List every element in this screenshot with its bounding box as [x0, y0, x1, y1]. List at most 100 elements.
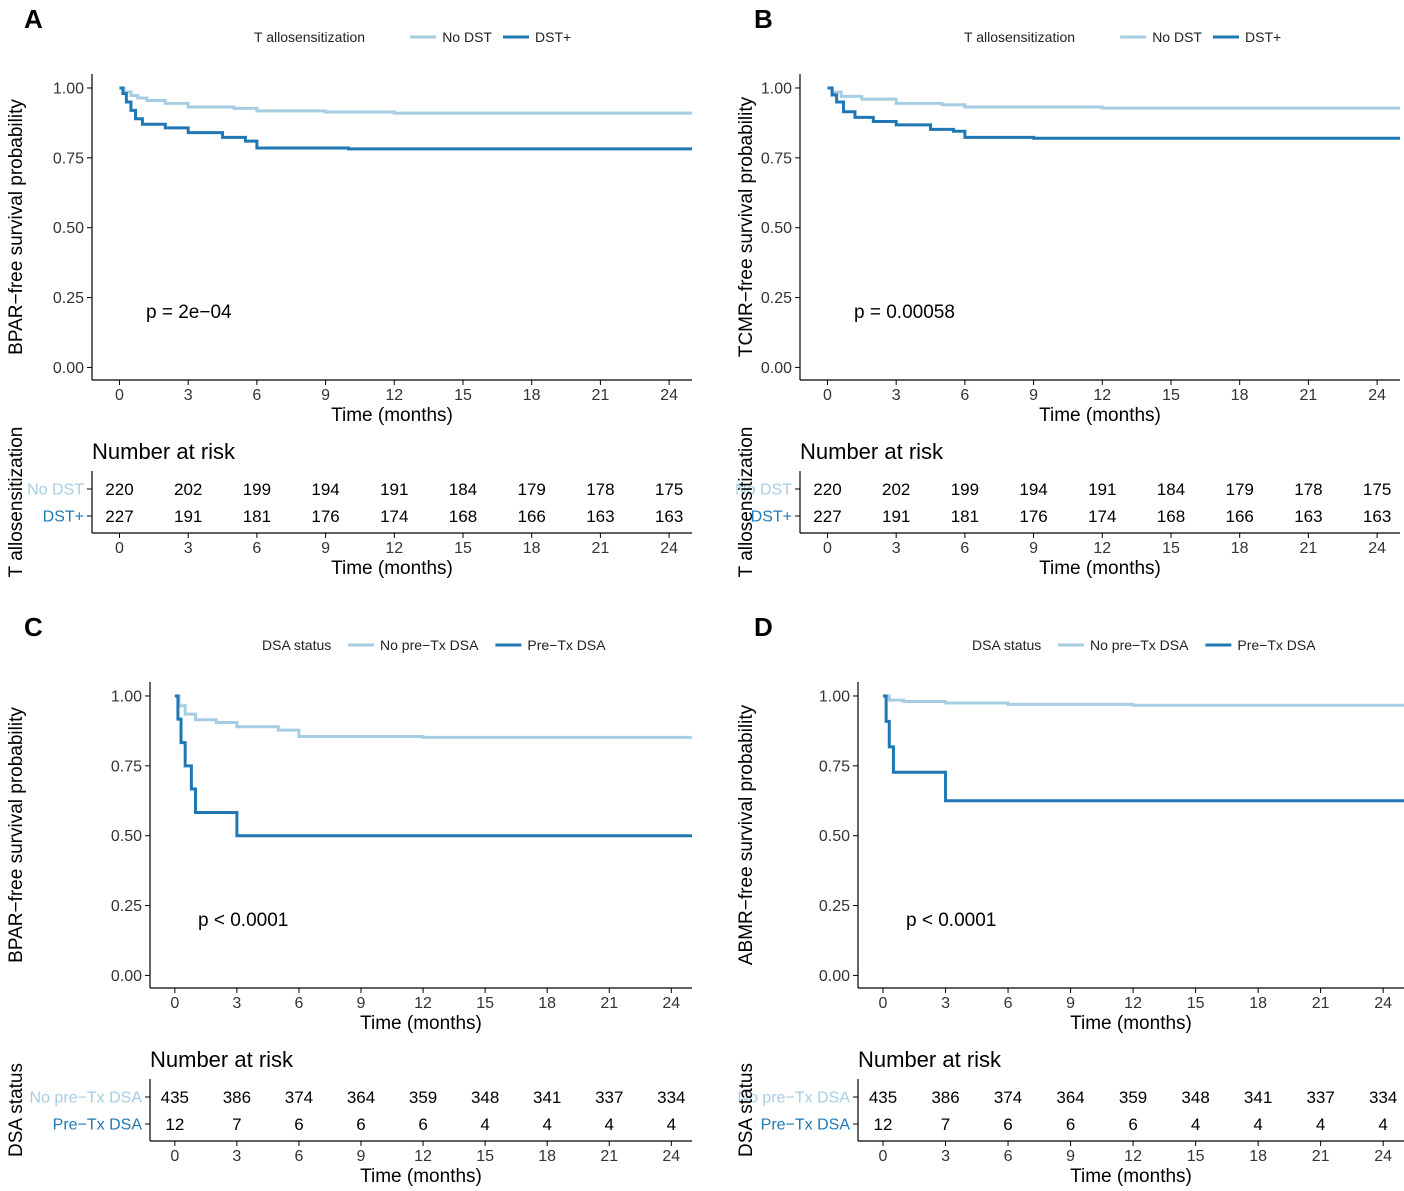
- x-axis-title: Time (months): [1039, 405, 1161, 426]
- risk-x-axis-title: Time (months): [1039, 558, 1161, 579]
- x-tick-label: 21: [591, 387, 609, 404]
- risk-row-label: Pre−Tx DSA: [53, 1117, 143, 1134]
- risk-count: 163: [655, 507, 683, 526]
- risk-count: 181: [243, 507, 271, 526]
- risk-x-tick-label: 15: [476, 1148, 494, 1165]
- panel-a: AT allosensitization No DST DST+0.000.250.…: [6, 4, 692, 579]
- risk-count: 359: [1119, 1088, 1147, 1107]
- risk-y-axis-title: T allosensitization: [6, 427, 27, 578]
- legend-title: T allosensitization: [254, 29, 365, 45]
- risk-count: 194: [1019, 480, 1047, 499]
- risk-count: 6: [356, 1115, 365, 1134]
- risk-count: 202: [174, 480, 202, 499]
- survival-curve-light: [174, 694, 692, 739]
- risk-y-axis-title: T allosensitization: [736, 427, 757, 578]
- x-tick-label: 24: [1374, 995, 1392, 1012]
- survival-curve-dark: [827, 86, 1400, 140]
- risk-count: 7: [941, 1115, 950, 1134]
- risk-x-tick-label: 3: [941, 1148, 950, 1165]
- risk-x-tick-label: 9: [1029, 540, 1038, 557]
- risk-count: 435: [869, 1088, 897, 1107]
- p-value: p < 0.0001: [906, 910, 996, 931]
- legend-label: No pre−Tx DSA: [380, 637, 479, 653]
- p-value: p = 0.00058: [854, 302, 955, 323]
- risk-count: 6: [1003, 1115, 1012, 1134]
- x-tick-label: 24: [660, 387, 678, 404]
- risk-count: 337: [595, 1088, 623, 1107]
- y-tick-label: 0.75: [819, 758, 850, 775]
- risk-count: 435: [161, 1088, 189, 1107]
- legend: T allosensitization No DST DST+: [254, 29, 571, 45]
- y-tick-label: 0.50: [53, 220, 84, 237]
- panel-b: BT allosensitization No DST DST+0.000.250.…: [735, 4, 1400, 579]
- risk-row-label: Pre−Tx DSA: [761, 1117, 851, 1134]
- x-tick-label: 0: [170, 995, 179, 1012]
- x-tick-label: 21: [1312, 995, 1330, 1012]
- number-at-risk-title: Number at risk: [92, 439, 236, 464]
- survival-curve-light: [119, 86, 692, 115]
- risk-count: 174: [380, 507, 408, 526]
- y-axis-title: ABMR−free survival probability: [736, 704, 757, 965]
- risk-count: 178: [586, 480, 614, 499]
- risk-count: 176: [1019, 507, 1047, 526]
- risk-x-axis-title: Time (months): [331, 558, 453, 579]
- risk-count: 386: [223, 1088, 251, 1107]
- risk-count: 6: [1128, 1115, 1137, 1134]
- risk-x-tick-label: 3: [892, 540, 901, 557]
- x-tick-label: 18: [1249, 995, 1267, 1012]
- risk-x-tick-label: 0: [879, 1148, 888, 1165]
- risk-y-axis-title: DSA status: [6, 1063, 27, 1157]
- risk-x-axis-title: Time (months): [1070, 1166, 1192, 1186]
- risk-x-tick-label: 21: [600, 1148, 618, 1165]
- risk-count: 12: [165, 1115, 184, 1134]
- risk-row-label: No DST: [735, 482, 792, 499]
- risk-x-tick-label: 18: [523, 540, 541, 557]
- x-tick-label: 6: [252, 387, 261, 404]
- risk-x-tick-label: 21: [591, 540, 609, 557]
- x-tick-label: 12: [1093, 387, 1111, 404]
- risk-count: 6: [294, 1115, 303, 1134]
- risk-x-tick-label: 6: [960, 540, 969, 557]
- number-at-risk-title: Number at risk: [150, 1047, 294, 1072]
- y-tick-label: 0.00: [761, 360, 792, 377]
- legend-label: Pre−Tx DSA: [1237, 637, 1316, 653]
- risk-x-tick-label: 3: [184, 540, 193, 557]
- legend-label: Pre−Tx DSA: [527, 637, 606, 653]
- risk-x-tick-label: 9: [321, 540, 330, 557]
- risk-count: 4: [1378, 1115, 1387, 1134]
- risk-count: 163: [1363, 507, 1391, 526]
- risk-count: 184: [449, 480, 477, 499]
- risk-count: 6: [418, 1115, 427, 1134]
- risk-count: 4: [667, 1115, 676, 1134]
- risk-count: 168: [1157, 507, 1185, 526]
- legend-label: No DST: [1152, 29, 1202, 45]
- risk-x-axis-title: Time (months): [360, 1166, 482, 1186]
- risk-x-tick-label: 15: [1162, 540, 1180, 557]
- x-tick-label: 3: [232, 995, 241, 1012]
- risk-count: 341: [1244, 1088, 1272, 1107]
- risk-count: 191: [380, 480, 408, 499]
- risk-count: 364: [347, 1088, 375, 1107]
- risk-count: 175: [1363, 480, 1391, 499]
- risk-count: 163: [1294, 507, 1322, 526]
- panel-letter: B: [754, 4, 773, 34]
- x-tick-label: 15: [476, 995, 494, 1012]
- risk-count: 199: [951, 480, 979, 499]
- x-tick-label: 6: [960, 387, 969, 404]
- x-tick-label: 21: [600, 995, 618, 1012]
- risk-x-tick-label: 0: [170, 1148, 179, 1165]
- risk-count: 175: [655, 480, 683, 499]
- x-tick-label: 15: [1187, 995, 1205, 1012]
- legend-title: DSA status: [262, 637, 331, 653]
- y-tick-label: 0.00: [111, 968, 142, 985]
- risk-count: 191: [174, 507, 202, 526]
- risk-x-tick-label: 12: [1093, 540, 1111, 557]
- risk-x-tick-label: 24: [662, 1148, 680, 1165]
- p-value: p = 2e−04: [146, 302, 232, 323]
- risk-count: 348: [1181, 1088, 1209, 1107]
- y-tick-label: 0.75: [53, 150, 84, 167]
- legend-title: T allosensitization: [964, 29, 1075, 45]
- risk-count: 4: [480, 1115, 489, 1134]
- risk-count: 202: [882, 480, 910, 499]
